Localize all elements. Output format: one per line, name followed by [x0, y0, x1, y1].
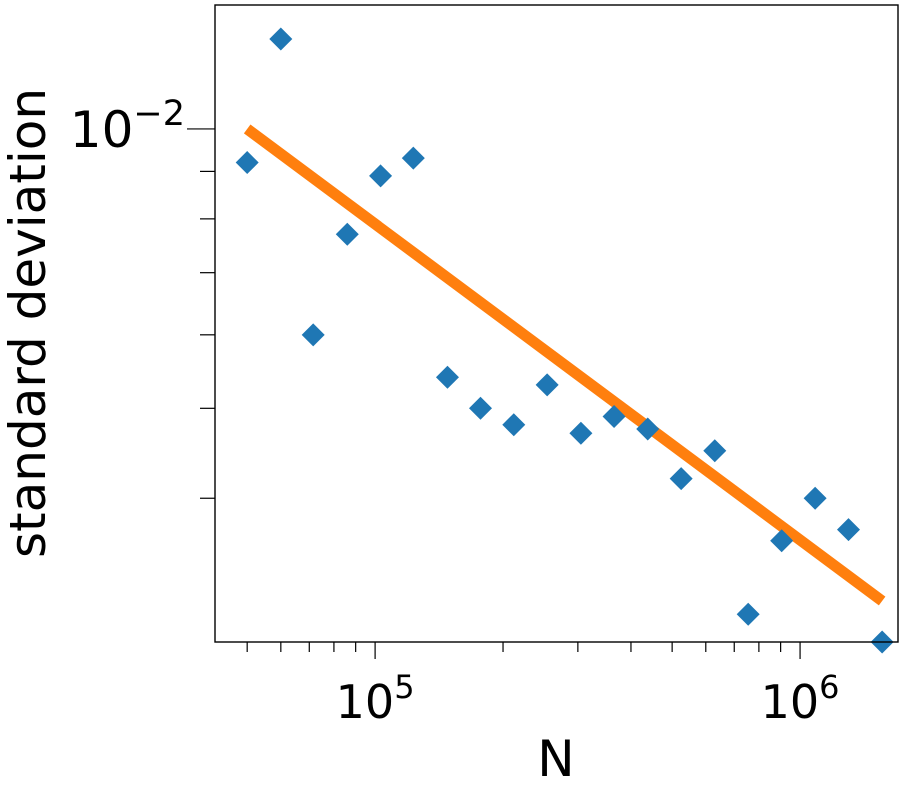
data-point-14 [669, 467, 693, 491]
data-point-7 [435, 365, 459, 389]
data-point-18 [803, 486, 827, 510]
plot-frame [214, 4, 899, 643]
data-point-2 [269, 27, 293, 51]
x-tick-label-2: 106 [761, 668, 840, 729]
data-point-19 [836, 518, 860, 542]
x-tick-label-1: 105 [336, 668, 415, 729]
x-axis-label: N [537, 730, 574, 788]
data-point-4 [335, 222, 359, 246]
data-point-12 [602, 404, 626, 428]
data-point-16 [736, 602, 760, 626]
fit-line [243, 124, 886, 606]
data-point-17 [770, 529, 794, 553]
plot-area [235, 27, 894, 654]
axes: 105 106 10−2 [70, 94, 840, 729]
data-point-8 [468, 396, 492, 420]
data-point-15 [703, 439, 727, 463]
y-axis-label: standard deviation [0, 88, 57, 558]
y-tick-label-1: 10−2 [70, 94, 185, 159]
data-point-13 [636, 417, 660, 441]
data-point-3 [301, 323, 325, 347]
data-point-11 [569, 421, 593, 445]
data-point-10 [535, 373, 559, 397]
data-point-1 [235, 151, 259, 175]
data-point-5 [369, 164, 393, 188]
data-point-9 [502, 413, 526, 437]
data-point-6 [401, 146, 425, 170]
